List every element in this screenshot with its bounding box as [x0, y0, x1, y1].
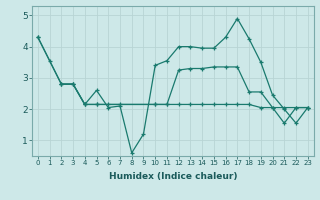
X-axis label: Humidex (Indice chaleur): Humidex (Indice chaleur) [108, 172, 237, 181]
